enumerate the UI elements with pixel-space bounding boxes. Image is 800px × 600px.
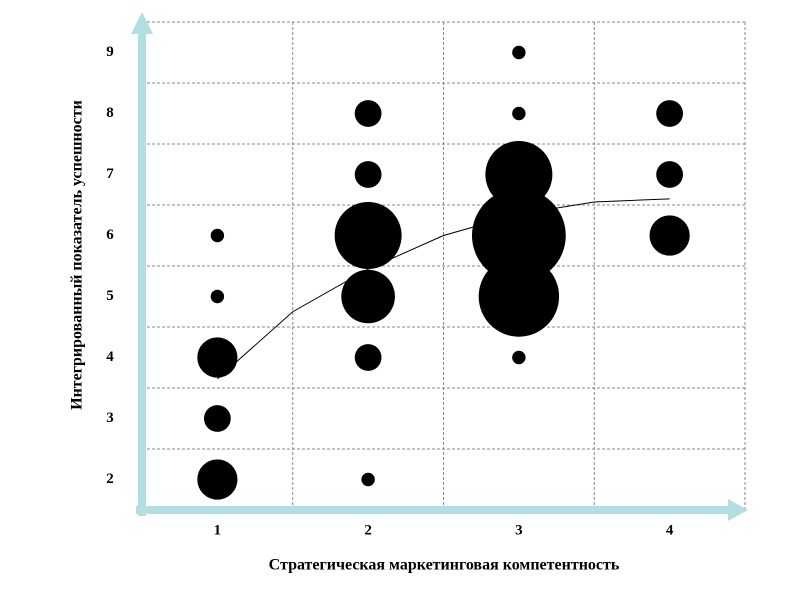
y-tick-label: 4	[106, 349, 114, 365]
x-tick-label: 4	[666, 522, 674, 538]
y-axis-arrow	[131, 12, 153, 34]
grid	[142, 21, 746, 510]
x-axis-title: Стратегическая маркетинговая компетентно…	[269, 557, 620, 574]
y-tick-label: 6	[106, 227, 114, 243]
plot	[197, 45, 690, 500]
bubble	[197, 337, 238, 378]
bubble	[197, 459, 238, 500]
y-tick-label: 9	[106, 44, 114, 60]
bubble	[485, 141, 553, 208]
bubble	[354, 100, 382, 127]
x-tick-label: 3	[515, 522, 523, 538]
bubble	[512, 45, 526, 60]
bubble	[656, 100, 684, 127]
bubble	[361, 472, 375, 487]
bubble	[210, 228, 225, 243]
trend-line	[217, 198, 670, 380]
bubble	[334, 202, 402, 269]
bubble	[471, 188, 566, 283]
bubble	[512, 350, 526, 365]
y-axis-title: Интегрированный показатель успешности	[69, 100, 86, 410]
x-tick-label: 1	[214, 522, 222, 538]
x-axis-arrow	[728, 499, 748, 521]
y-axis	[138, 30, 146, 516]
bubble	[354, 161, 382, 188]
bubble	[512, 106, 526, 121]
bubble	[341, 269, 395, 324]
y-tick-label: 5	[106, 288, 114, 304]
y-tick-label: 3	[106, 410, 114, 426]
y-tick-label: 2	[106, 471, 114, 487]
bubble	[210, 289, 225, 304]
x-tick-label: 2	[364, 522, 372, 538]
bubble	[656, 161, 684, 188]
y-tick-label: 8	[106, 105, 114, 121]
bubble	[203, 405, 231, 432]
bubble	[649, 215, 690, 256]
x-axis	[136, 506, 732, 514]
bubble	[354, 344, 382, 371]
axes	[131, 12, 748, 521]
y-tick-label: 7	[106, 166, 114, 182]
